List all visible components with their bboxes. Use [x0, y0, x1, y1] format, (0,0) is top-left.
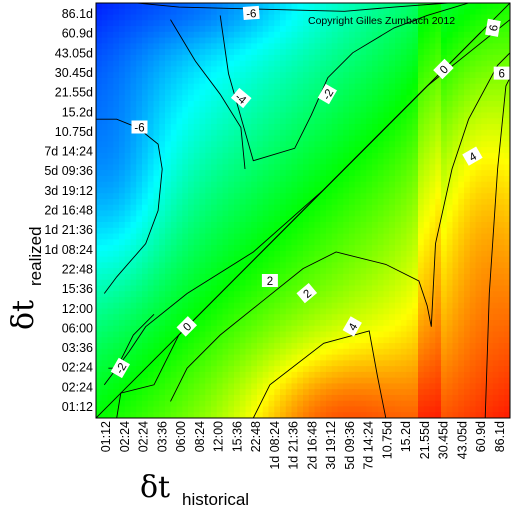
- contour-line: [484, 77, 510, 418]
- contour-label: -6: [131, 120, 148, 135]
- contour-label: -2: [317, 83, 337, 105]
- x-tick-label: 10.75d: [380, 421, 394, 459]
- x-tick-label: 08:24: [193, 421, 207, 452]
- contour-label: -4: [230, 87, 252, 109]
- x-tick-label: 1d 08:24: [268, 421, 282, 470]
- contour-line: [137, 3, 448, 12]
- y-tick-label: 15.2d: [62, 105, 93, 119]
- contour-label: 4: [342, 316, 362, 337]
- y-axis-label-sub: realized: [26, 226, 45, 286]
- heatmap-field: [96, 3, 510, 418]
- contour-line: [103, 31, 482, 386]
- x-tick-labels: 01:12 02:24 02:24 03:36 06:00 08:24 12:00 15:36…: [99, 421, 507, 470]
- y-tick-label: 5d 09:36: [44, 164, 93, 178]
- contour-line: [170, 52, 510, 402]
- y-axis-label-main: δt: [6, 300, 41, 330]
- contour-line: [170, 19, 246, 170]
- y-tick-label: 15:36: [62, 282, 93, 296]
- x-tick-label: 2d 16:48: [305, 421, 319, 470]
- copyright-note: Copyright Gilles Zumbach 2012: [308, 15, 455, 27]
- x-tick-label: 06:00: [174, 421, 188, 452]
- x-tick-label: 86.1d: [493, 421, 507, 452]
- contour-label: 0: [176, 316, 197, 337]
- x-tick-label: 30.45d: [437, 421, 451, 459]
- contour-label: -2: [110, 357, 130, 379]
- contour-label: 4: [462, 146, 483, 166]
- x-tick-label: 15.2d: [399, 421, 413, 452]
- x-tick-label: 15:36: [230, 421, 244, 452]
- contour-label: 6: [493, 66, 510, 81]
- y-tick-label: 01:12: [62, 400, 93, 414]
- x-axis-label: δt historical: [140, 470, 249, 509]
- y-tick-label: 02:24: [62, 361, 93, 375]
- contour-label-bg: [110, 357, 130, 379]
- y-tick-label: 03:36: [62, 341, 93, 355]
- contour-label: 6: [485, 18, 501, 37]
- x-tick-label: 5d 09:36: [343, 421, 357, 470]
- x-tick-label: 7d 14:24: [362, 421, 376, 470]
- y-tick-labels: 01:12 02:24 02:24 03:36 06:00 12:00 15:36 22:48…: [44, 7, 93, 414]
- y-tick-label: 43.05d: [55, 46, 93, 60]
- x-tick-label: 43.05d: [455, 421, 469, 459]
- contour-label-text: 6: [488, 24, 501, 32]
- contour-line: [96, 118, 163, 294]
- contour-label-bg: [176, 316, 197, 337]
- contour-labels: -6 -6 -4 -2 -2 0 0 2 2 4 4 6 6: [110, 5, 510, 379]
- y-tick-label: 60.9d: [62, 27, 93, 41]
- x-tick-label: 21.55d: [418, 421, 432, 459]
- y-axis-label: δt realized: [6, 226, 45, 330]
- contour-label-bg: [261, 274, 278, 287]
- y-tick-label: 1d 21:36: [44, 223, 93, 237]
- contour-label-text: 2: [267, 276, 273, 288]
- contour-label: 0: [433, 58, 454, 80]
- contour-label-text: -6: [246, 8, 257, 21]
- y-tick-label: 1d 08:24: [44, 243, 93, 257]
- contour-label-bg: [433, 58, 454, 80]
- x-axis-label-main: δt: [140, 470, 170, 505]
- y-tick-label: 2d 16:48: [44, 204, 93, 218]
- x-tick-label: 01:12: [99, 421, 113, 452]
- contour-label-bg: [131, 120, 148, 134]
- contour-label: 2: [296, 282, 318, 304]
- contour-label-bg: [342, 316, 362, 337]
- contour-line: [252, 330, 387, 418]
- y-tick-label: 7d 14:24: [44, 145, 93, 159]
- y-tick-label: 30.45d: [55, 66, 93, 80]
- contour-line: [108, 313, 155, 369]
- contour-label-bg: [296, 282, 318, 304]
- contour-label-bg: [242, 5, 260, 20]
- y-tick-label: 12:00: [62, 302, 93, 316]
- x-tick-label: 1d 21:36: [287, 421, 301, 470]
- x-tick-label: 12:00: [212, 421, 226, 452]
- contour-label-bg: [230, 87, 252, 109]
- y-tick-label: 22:48: [62, 262, 93, 276]
- y-tick-label: 06:00: [62, 321, 93, 335]
- x-tick-label: 22:48: [249, 421, 263, 452]
- x-tick-label: 02:24: [118, 421, 132, 452]
- x-axis-label-sub: historical: [182, 490, 249, 509]
- contour-label-bg: [493, 66, 510, 80]
- contour-label: -6: [242, 5, 260, 21]
- y-tick-label: 02:24: [62, 380, 93, 394]
- x-tick-label: 02:24: [137, 421, 151, 452]
- contour-label-bg: [317, 83, 337, 105]
- contour-label-text: 6: [498, 69, 504, 81]
- y-tick-label: 21.55d: [55, 86, 93, 100]
- x-tick-label: 03:36: [155, 421, 169, 452]
- plot-frame: [95, 2, 511, 419]
- y-tick-label: 3d 19:12: [44, 184, 93, 198]
- y-tick-label: 10.75d: [55, 125, 93, 139]
- contour-label-bg: [485, 18, 501, 37]
- y-tick-label: 86.1d: [62, 7, 93, 21]
- contour-label-bg: [462, 146, 483, 166]
- contour-label: 2: [261, 274, 278, 288]
- x-tick-label: 60.9d: [474, 421, 488, 452]
- x-tick-label: 3d 19:12: [324, 421, 338, 470]
- contour-label-text: -6: [134, 123, 144, 135]
